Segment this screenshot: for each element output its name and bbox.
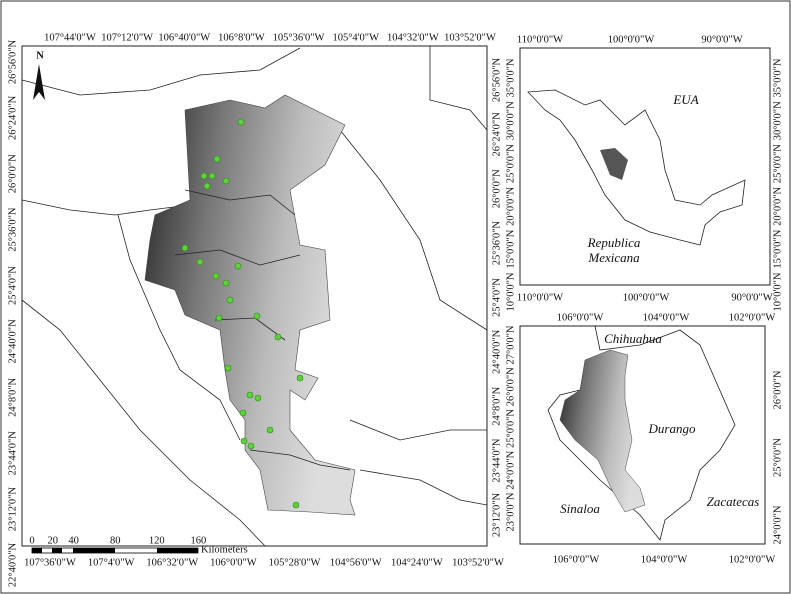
coordinate-label: 24°0'0"N xyxy=(772,505,783,544)
coordinate-label: 105°4'0"W xyxy=(332,32,379,43)
coordinate-label: 103°52'0"W xyxy=(444,32,496,43)
coordinate-label: 107°44'0"W xyxy=(44,32,96,43)
coordinate-label: 26°0'0"N xyxy=(772,370,783,409)
coordinate-label: 24°40'0"N xyxy=(7,319,18,364)
coordinate-label: 22°40'0"N xyxy=(7,542,18,587)
coordinate-label: 27°0'0"N xyxy=(505,325,516,364)
coordinate-label: 26°0'0"N xyxy=(505,367,516,406)
coordinate-label: 104°0'0"W xyxy=(643,312,690,323)
coordinate-label: 25°36'0"N xyxy=(491,221,502,266)
place-label: Durango xyxy=(648,421,696,436)
coordinate-label: 104°0'0"W xyxy=(641,554,688,565)
coordinate-label: 90°0'0"W xyxy=(731,292,772,303)
coordinate-label: 20°0'0"N xyxy=(772,187,783,226)
study-area-mexico xyxy=(600,148,628,180)
main-boundaries xyxy=(21,46,488,547)
coordinate-label: 110°0'0"W xyxy=(517,34,563,45)
scale-label: 20 xyxy=(48,535,59,546)
coordinate-label: 107°4'0"W xyxy=(88,557,135,568)
coordinate-label: 23°44'0"N xyxy=(7,431,18,476)
scale-unit: Kilometers xyxy=(201,544,248,555)
coordinate-label: 35°0'0"N xyxy=(772,58,783,97)
place-label: EUA xyxy=(672,92,698,107)
coordinate-label: 102°0'0"W xyxy=(729,312,776,323)
study-area xyxy=(144,94,356,516)
coordinate-label: 26°56'0"N xyxy=(491,57,502,102)
coordinate-label: 24°8'0"N xyxy=(7,377,18,416)
coordinate-label: 24°8'0"N xyxy=(491,386,502,425)
sample-points xyxy=(181,118,304,509)
coordinate-label: 110°0'0"W xyxy=(517,292,563,303)
coordinate-label: 26°24'0"N xyxy=(491,112,502,157)
coordinate-label: 20°0'0"N xyxy=(505,187,516,226)
place-label: Republica xyxy=(587,235,641,250)
coordinate-label: 105°36'0"W xyxy=(273,32,325,43)
coordinate-label: 106°8'0"W xyxy=(218,32,265,43)
coordinate-label: 100°0'0"W xyxy=(623,292,670,303)
coordinate-label: 26°0'0"N xyxy=(491,169,502,208)
scale-label: 80 xyxy=(110,535,121,546)
study-area-states xyxy=(559,349,646,513)
coordinate-label: 25°4'0"N xyxy=(7,266,18,305)
states-boundaries xyxy=(547,325,736,541)
coordinate-label: 105°28'0"W xyxy=(269,557,321,568)
coordinate-label: 10°0'0"N xyxy=(505,272,516,311)
coordinate-label: 102°0'0"W xyxy=(729,554,776,565)
scale-label: 160 xyxy=(191,535,207,546)
coordinate-label: 106°32'0"W xyxy=(146,557,198,568)
coordinate-label: 25°0'0"N xyxy=(772,144,783,183)
states-frame xyxy=(519,325,766,545)
coordinate-label: 35°0'0"N xyxy=(505,58,516,97)
scale-label: 40 xyxy=(68,535,79,546)
coordinate-label: 25°0'0"N xyxy=(505,409,516,448)
coordinate-label: 107°12'0"W xyxy=(101,32,153,43)
coordinate-label: 107°36'0"W xyxy=(24,557,76,568)
scale-label: 0 xyxy=(29,535,34,546)
coordinate-label: 25°0'0"N xyxy=(505,144,516,183)
coordinate-label: 104°56'0"W xyxy=(330,557,382,568)
coordinate-label: 100°0'0"W xyxy=(608,34,655,45)
coordinate-label: 103°52'0"W xyxy=(452,557,504,568)
coordinate-label: 30°0'0"N xyxy=(772,101,783,140)
coordinate-label: 15°0'0"N xyxy=(505,229,516,268)
coordinate-label: 10°0'0"N xyxy=(772,272,783,311)
coordinate-label: 104°32'0"W xyxy=(387,32,439,43)
north-label: N xyxy=(36,50,44,61)
coordinate-label: 106°0'0"W xyxy=(210,557,257,568)
scale-label: 120 xyxy=(149,535,165,546)
coordinate-label: 106°40'0"W xyxy=(158,32,210,43)
coordinate-label: 25°36'0"N xyxy=(7,207,18,252)
coordinate-label: 26°24'0"N xyxy=(7,95,18,140)
coordinate-label: 90°0'0"W xyxy=(701,34,742,45)
coordinate-label: 24°0'0"N xyxy=(505,450,516,489)
coordinate-label: 26°56'0"N xyxy=(7,39,18,84)
coordinate-label: 15°0'0"N xyxy=(772,229,783,268)
coordinate-label: 26°0'0"N xyxy=(7,154,18,193)
coordinate-label: 106°0'0"W xyxy=(557,312,604,323)
coordinate-label: 23°12'0"N xyxy=(491,492,502,537)
coordinate-label: 25°4'0"N xyxy=(491,278,502,317)
coordinate-label: 24°40'0"N xyxy=(491,329,502,374)
coordinate-label: 104°24'0"W xyxy=(391,557,443,568)
coordinate-label: 25°0'0"N xyxy=(772,438,783,477)
place-label: Zacatecas xyxy=(707,494,760,509)
coordinate-label: 23°44'0"N xyxy=(491,438,502,483)
north-arrow: N xyxy=(33,50,45,100)
coordinate-label: 106°0'0"W xyxy=(553,554,600,565)
place-label: Mexicana xyxy=(587,250,640,265)
coordinate-label: 23°12'0"N xyxy=(7,487,18,532)
place-label: Chihuahua xyxy=(604,331,662,346)
coordinate-label: 23°0'0"N xyxy=(505,492,516,531)
mexico-outline xyxy=(527,89,746,246)
coordinate-label: 30°0'0"N xyxy=(505,101,516,140)
place-label: Sinaloa xyxy=(560,501,600,516)
